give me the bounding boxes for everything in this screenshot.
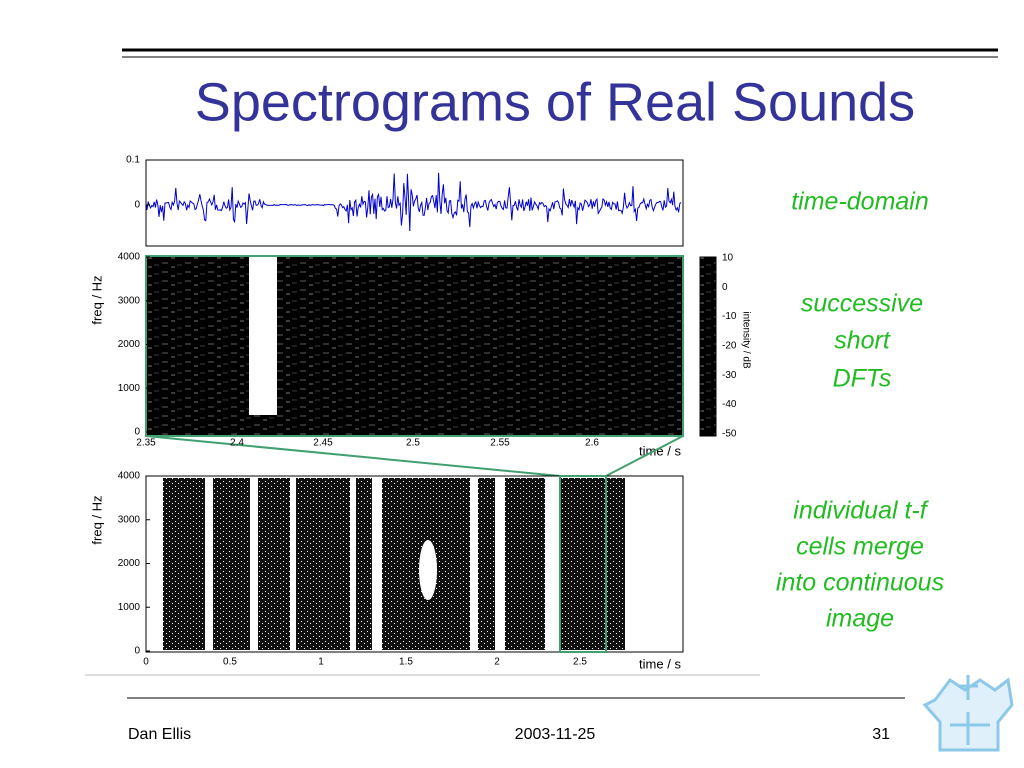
colorbar-tick-label: -50 [722, 428, 737, 439]
x-axis-label: time / s [639, 656, 681, 671]
spectrogram-gap [249, 257, 277, 415]
colorbar [699, 256, 717, 437]
y-tick-label: 0 [134, 200, 140, 211]
page-number: 31 [872, 726, 890, 743]
x-tick-label: 0 [143, 657, 149, 668]
y-tick-label: 3000 [118, 295, 141, 306]
y-tick-label: 0 [134, 646, 140, 657]
y-tick-label: 0 [134, 427, 140, 438]
colorbar-tick-label: 0 [722, 282, 728, 293]
x-tick-label: 2.4 [230, 438, 244, 449]
band [213, 478, 250, 650]
colorbar-tick-label: 10 [722, 253, 734, 264]
y-tick-label: 1000 [118, 383, 141, 394]
band [163, 478, 205, 650]
annotation: successive [801, 290, 923, 318]
annotation: cells merge [796, 533, 924, 561]
annotation: short [834, 327, 891, 355]
footer-author: Dan Ellis [128, 726, 191, 743]
x-tick-label: 1 [318, 657, 324, 668]
y-tick-label: 2000 [118, 339, 141, 350]
x-tick-label: 2.5 [573, 657, 587, 668]
y-axis-label: freq / Hz [89, 495, 104, 544]
annotation: into continuous [776, 569, 944, 597]
x-tick-label: 1.5 [399, 657, 413, 668]
band-hole [419, 540, 437, 600]
x-tick-label: 0.5 [223, 657, 237, 668]
overview-bands [163, 478, 625, 650]
band [560, 478, 625, 650]
x-tick-label: 2.35 [136, 438, 156, 449]
spectrogram [146, 256, 683, 436]
band [356, 478, 372, 650]
band [258, 478, 290, 650]
x-tick-label: 2.55 [490, 438, 510, 449]
zoom-line [605, 435, 684, 477]
band [505, 478, 545, 650]
y-tick-label: 4000 [118, 252, 141, 263]
logo [922, 675, 1014, 752]
y-tick-label: 2000 [118, 558, 141, 569]
y-tick-label: 1000 [118, 602, 141, 613]
band [478, 478, 495, 650]
colorbar-label: intensity / dB [740, 311, 751, 369]
x-tick-label: 2.6 [585, 438, 599, 449]
y-tick-label: 0.1 [126, 155, 140, 166]
x-tick-label: 2 [494, 657, 500, 668]
y-tick-label: 4000 [118, 471, 141, 482]
annotation: individual t-f [793, 497, 929, 525]
x-tick-label: 2.5 [406, 438, 420, 449]
colorbar-tick-label: -40 [722, 399, 737, 410]
colorbar-tick-label: -30 [722, 370, 737, 381]
colorbar-tick-label: -20 [722, 341, 737, 352]
band [296, 478, 350, 650]
y-axis-label: freq / Hz [89, 275, 104, 324]
slide-title: Spectrograms of Real Sounds [195, 72, 915, 132]
waveform [146, 172, 682, 232]
x-tick-label: 2.45 [313, 438, 333, 449]
annotation: image [826, 605, 894, 633]
annotation: DFTs [833, 365, 892, 393]
colorbar-tick-label: -10 [722, 311, 737, 322]
footer-date: 2003-11-25 [515, 726, 596, 743]
x-axis-label: time / s [639, 443, 681, 458]
annotation: time-domain [791, 188, 929, 216]
zoom-line [145, 435, 561, 477]
zoom-region [559, 475, 607, 653]
y-tick-label: 3000 [118, 514, 141, 525]
zoom-box [145, 255, 684, 437]
